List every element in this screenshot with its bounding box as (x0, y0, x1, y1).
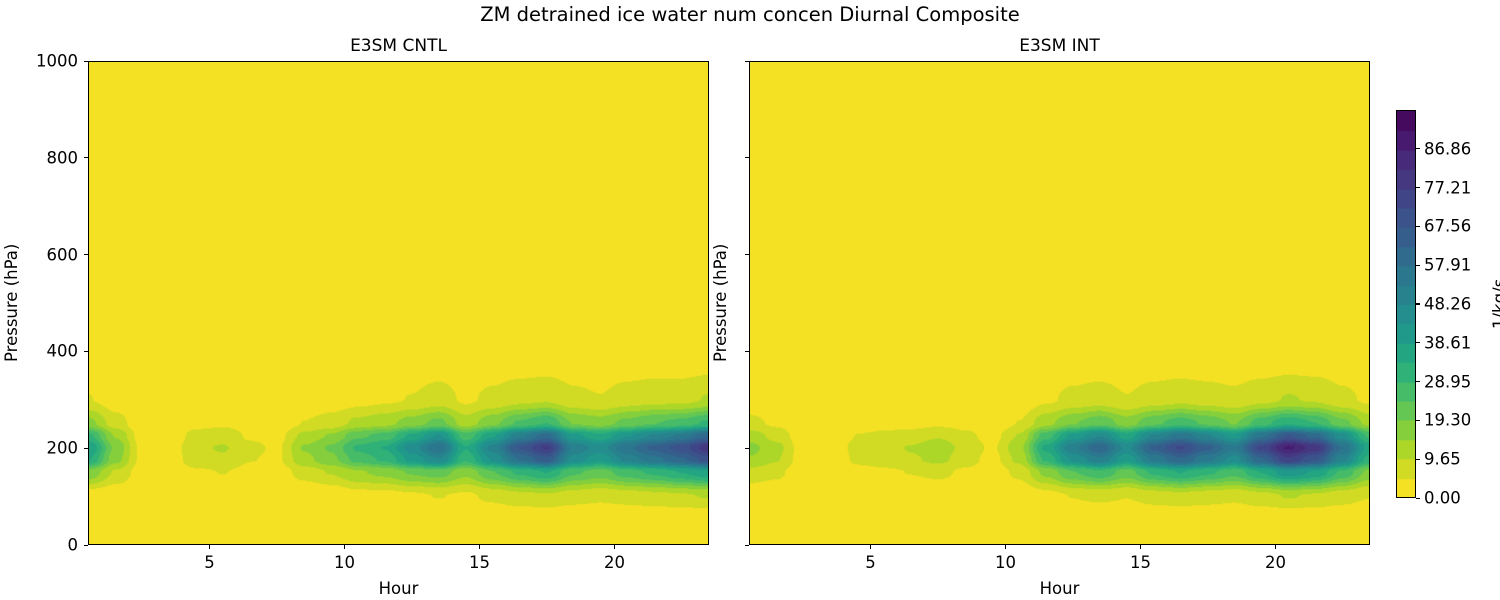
xtick-mark-left-3 (614, 545, 616, 549)
xtick-label-right-3: 20 (1265, 553, 1286, 572)
ytick-mark-left-1 (84, 447, 88, 449)
colorbar[interactable] (1396, 110, 1416, 498)
xtick-mark-right-0 (870, 545, 872, 549)
xtick-label-right-2: 15 (1130, 553, 1151, 572)
colorbar-tick-label-1: 9.65 (1424, 449, 1461, 469)
colorbar-gradient (1397, 111, 1415, 497)
xaxis-label-left: Hour (378, 579, 419, 598)
ytick-mark-right-3 (745, 254, 749, 256)
colorbar-label: 1/kg/s (1490, 278, 1500, 329)
xtick-mark-right-3 (1275, 545, 1277, 549)
xtick-mark-right-2 (1140, 545, 1142, 549)
xtick-label-left-1: 10 (334, 553, 355, 572)
ytick-label-left-2: 400 (46, 341, 79, 361)
ytick-mark-left-3 (84, 254, 88, 256)
ytick-label-left-0: 0 (67, 535, 79, 555)
colorbar-tick-label-0: 0.00 (1424, 488, 1461, 508)
panel-title-left: E3SM CNTL (350, 36, 447, 56)
xtick-mark-left-2 (479, 545, 481, 549)
xtick-label-right-0: 5 (865, 553, 876, 572)
colorbar-tick-0 (1416, 497, 1420, 499)
xtick-label-left-3: 20 (604, 553, 625, 572)
ytick-mark-right-2 (745, 350, 749, 352)
colorbar-tick-label-7: 67.56 (1424, 216, 1472, 236)
colorbar-tick-3 (1416, 381, 1420, 383)
ytick-mark-left-2 (84, 350, 88, 352)
colorbar-tick-label-3: 28.95 (1424, 372, 1472, 392)
colorbar-tick-9 (1416, 148, 1420, 150)
xtick-mark-right-1 (1005, 545, 1007, 549)
colorbar-tick-8 (1416, 187, 1420, 189)
ytick-label-left-3: 600 (46, 245, 79, 265)
colorbar-tick-7 (1416, 225, 1420, 227)
xtick-label-left-0: 5 (204, 553, 215, 572)
xtick-mark-left-0 (209, 545, 211, 549)
colorbar-tick-6 (1416, 264, 1420, 266)
xtick-label-right-1: 10 (995, 553, 1016, 572)
ytick-mark-right-5 (745, 60, 749, 62)
heatmap-right (750, 62, 1369, 544)
ytick-mark-right-1 (745, 447, 749, 449)
colorbar-tick-label-2: 19.30 (1424, 410, 1472, 430)
colorbar-tick-4 (1416, 342, 1420, 344)
xaxis-label-right: Hour (1039, 579, 1080, 598)
ytick-label-left-4: 800 (46, 148, 79, 168)
ytick-mark-right-4 (745, 157, 749, 159)
colorbar-tick-label-8: 77.21 (1424, 178, 1472, 198)
figure-suptitle: ZM detrained ice water num concen Diurna… (480, 3, 1020, 26)
xtick-mark-left-1 (344, 545, 346, 549)
ytick-label-left-5: 1000 (36, 51, 78, 71)
ytick-mark-left-0 (84, 544, 88, 546)
colorbar-tick-label-6: 57.91 (1424, 255, 1472, 275)
panel-right-plot-area[interactable] (749, 61, 1370, 545)
colorbar-tick-label-5: 48.26 (1424, 294, 1472, 314)
ytick-mark-left-5 (84, 60, 88, 62)
yaxis-label-left: Pressure (hPa) (2, 243, 21, 362)
ytick-mark-right-0 (745, 544, 749, 546)
ytick-mark-left-4 (84, 157, 88, 159)
colorbar-tick-2 (1416, 419, 1420, 421)
colorbar-tick-5 (1416, 303, 1420, 305)
yaxis-label-right: Pressure (hPa) (711, 243, 730, 362)
xtick-label-left-2: 15 (469, 553, 490, 572)
panel-title-right: E3SM INT (1019, 36, 1100, 56)
panel-left-plot-area[interactable] (88, 61, 709, 545)
colorbar-tick-label-9: 86.86 (1424, 139, 1472, 159)
heatmap-left (89, 62, 708, 544)
ytick-label-left-1: 200 (46, 438, 79, 458)
colorbar-tick-1 (1416, 458, 1420, 460)
colorbar-tick-label-4: 38.61 (1424, 333, 1472, 353)
